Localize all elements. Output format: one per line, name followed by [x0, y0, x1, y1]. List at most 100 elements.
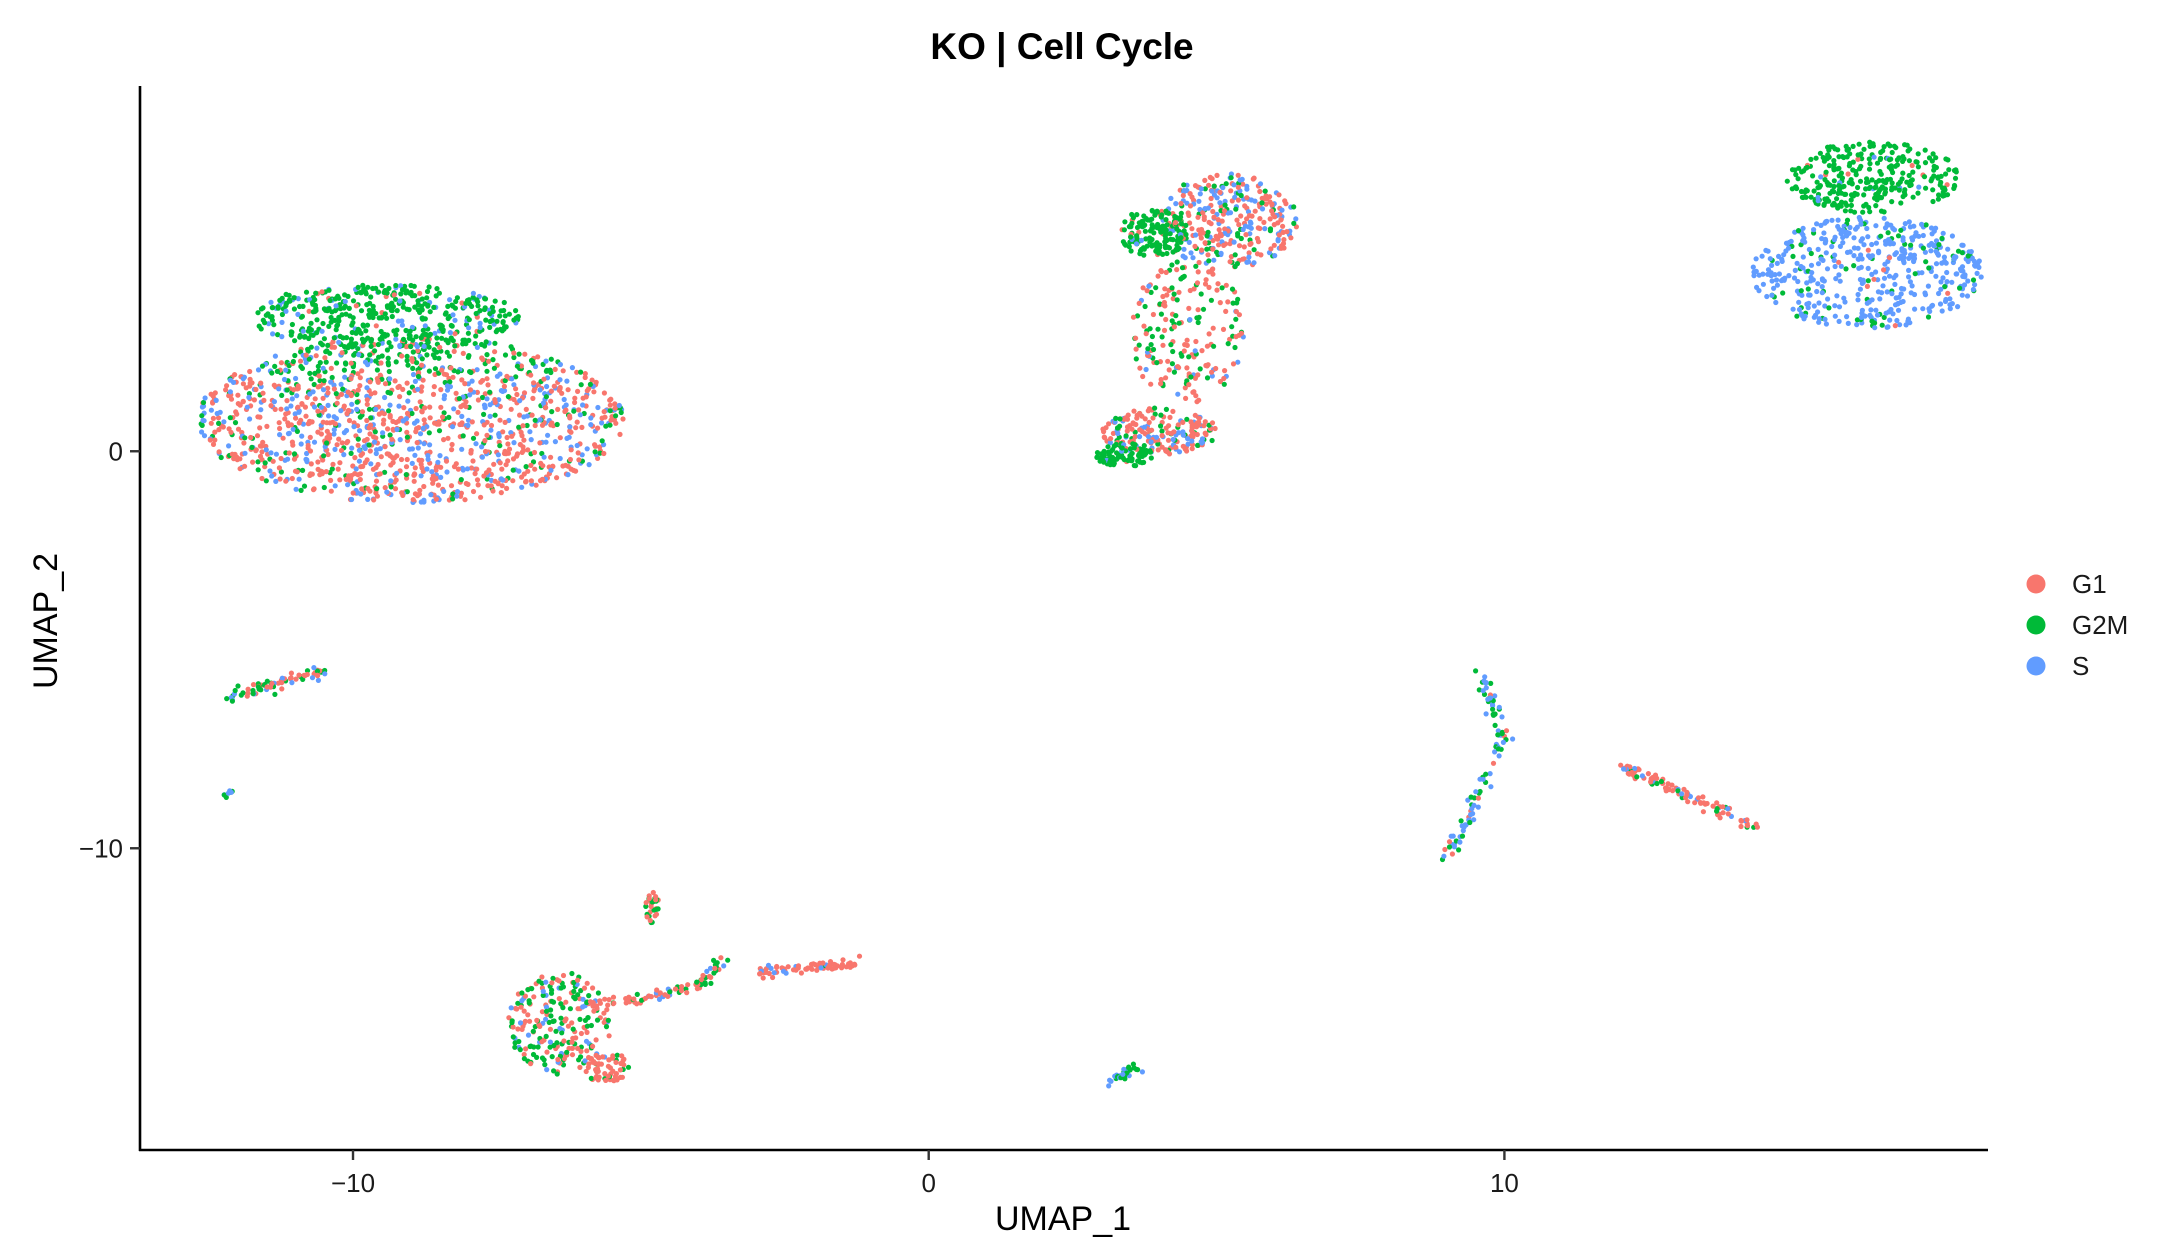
- cell-point-g1: [501, 383, 507, 389]
- cell-point-g1: [1692, 800, 1698, 806]
- cell-point-g1: [1217, 189, 1223, 195]
- cell-point-g1: [1280, 229, 1286, 235]
- cell-point-g2m: [1900, 170, 1906, 176]
- cell-point-g1: [528, 462, 534, 468]
- cell-point-g1: [1181, 348, 1187, 354]
- cell-point-s: [1903, 322, 1909, 328]
- cell-point-g1: [839, 963, 845, 969]
- cell-point-g2m: [1141, 459, 1147, 465]
- cell-point-g2m: [278, 469, 284, 475]
- cell-point-g1: [528, 478, 535, 484]
- cell-point-g2m: [317, 360, 323, 366]
- cell-point-s: [528, 437, 534, 443]
- cell-point-g1: [1110, 430, 1116, 436]
- cell-point-g2m: [1922, 147, 1928, 153]
- cell-point-g1: [678, 988, 685, 994]
- cell-point-g1: [503, 462, 509, 468]
- cell-point-g2m: [551, 1068, 557, 1074]
- cell-point-g1: [1129, 426, 1135, 432]
- cell-point-s: [525, 1032, 532, 1038]
- cell-point-s: [547, 1039, 554, 1045]
- cell-point-s: [1851, 235, 1857, 241]
- cell-point-s: [557, 361, 564, 368]
- cell-point-s: [1148, 439, 1154, 445]
- cell-point-g1: [1490, 760, 1497, 766]
- cell-point-s: [1823, 238, 1829, 244]
- cell-point-g1: [345, 407, 352, 414]
- cell-point-g2m: [603, 1024, 610, 1030]
- cell-point-g1: [1186, 305, 1192, 311]
- cell-point-g1: [258, 380, 264, 386]
- cell-point-g2m: [592, 449, 598, 455]
- cell-point-g1: [289, 475, 295, 482]
- cell-point-g2m: [543, 1008, 550, 1014]
- cell-point-g1: [556, 996, 562, 1002]
- cell-point-g1: [430, 391, 437, 397]
- cell-point-g2m: [1827, 190, 1833, 196]
- cell-point-g2m: [1848, 208, 1854, 214]
- cell-point-g1: [240, 399, 246, 405]
- cell-point-g2m: [1177, 216, 1183, 222]
- cell-point-g1: [373, 478, 380, 484]
- cell-point-g2m: [255, 459, 261, 465]
- cell-point-g2m: [1117, 416, 1123, 422]
- cell-point-g1: [339, 350, 345, 356]
- cell-point-g1: [586, 1054, 592, 1061]
- cell-point-g1: [1204, 343, 1210, 349]
- cell-point-s: [1964, 293, 1971, 299]
- cell-point-g2m: [543, 1033, 549, 1039]
- cell-point-g2m: [510, 467, 516, 473]
- cell-point-g2m: [308, 376, 314, 382]
- cell-point-g2m: [1813, 155, 1819, 161]
- cell-point-g1: [278, 455, 284, 462]
- cell-point-g2m: [1223, 181, 1229, 187]
- cell-point-g1: [210, 415, 216, 421]
- cell-point-g2m: [506, 311, 512, 317]
- cell-point-g1: [264, 423, 270, 429]
- cell-point-g2m: [511, 354, 517, 361]
- cell-point-s: [1947, 296, 1953, 302]
- cell-point-g1: [502, 419, 508, 425]
- cell-point-s: [444, 383, 450, 389]
- cell-point-g2m: [1094, 450, 1101, 456]
- cell-point-g2m: [1795, 228, 1802, 234]
- cell-point-g2m: [1908, 242, 1914, 248]
- cell-point-g2m: [1882, 191, 1888, 197]
- cell-point-g1: [283, 478, 289, 484]
- cell-point-g2m: [385, 355, 391, 361]
- cell-point-g2m: [1906, 172, 1912, 179]
- cell-point-g2m: [1110, 447, 1116, 453]
- cell-point-g2m: [1878, 233, 1884, 239]
- cell-point-g2m: [1922, 160, 1929, 166]
- cell-point-g2m: [400, 304, 406, 310]
- cell-point-s: [1949, 233, 1955, 239]
- cell-point-s: [398, 283, 404, 289]
- cell-point-g1: [586, 1061, 592, 1067]
- cell-point-s: [1209, 188, 1215, 194]
- cell-point-g1: [1192, 375, 1198, 381]
- cell-point-s: [1272, 253, 1278, 259]
- cell-point-g2m: [497, 443, 503, 449]
- cell-point-g2m: [325, 342, 331, 348]
- cell-point-g1: [414, 440, 420, 446]
- cell-point-g2m: [1131, 445, 1137, 451]
- cell-point-s: [267, 468, 273, 474]
- cell-point-s: [1976, 258, 1982, 264]
- cell-point-s: [1905, 316, 1911, 322]
- cell-point-s: [1244, 259, 1250, 265]
- cell-point-g2m: [415, 373, 422, 380]
- cell-point-g1: [557, 384, 563, 391]
- cell-point-s: [1773, 299, 1779, 306]
- cell-point-g1: [417, 290, 423, 296]
- cell-point-s: [1902, 221, 1908, 227]
- cell-point-s: [527, 429, 533, 435]
- cell-point-g1: [486, 358, 492, 364]
- cell-point-s: [396, 403, 402, 409]
- cell-point-g2m: [1866, 204, 1872, 211]
- cell-point-s: [540, 400, 547, 406]
- cell-point-g2m: [500, 319, 506, 325]
- cell-point-g2m: [364, 322, 371, 328]
- cell-point-g1: [1212, 425, 1218, 432]
- cell-point-s: [580, 402, 586, 408]
- cell-point-s: [540, 988, 546, 995]
